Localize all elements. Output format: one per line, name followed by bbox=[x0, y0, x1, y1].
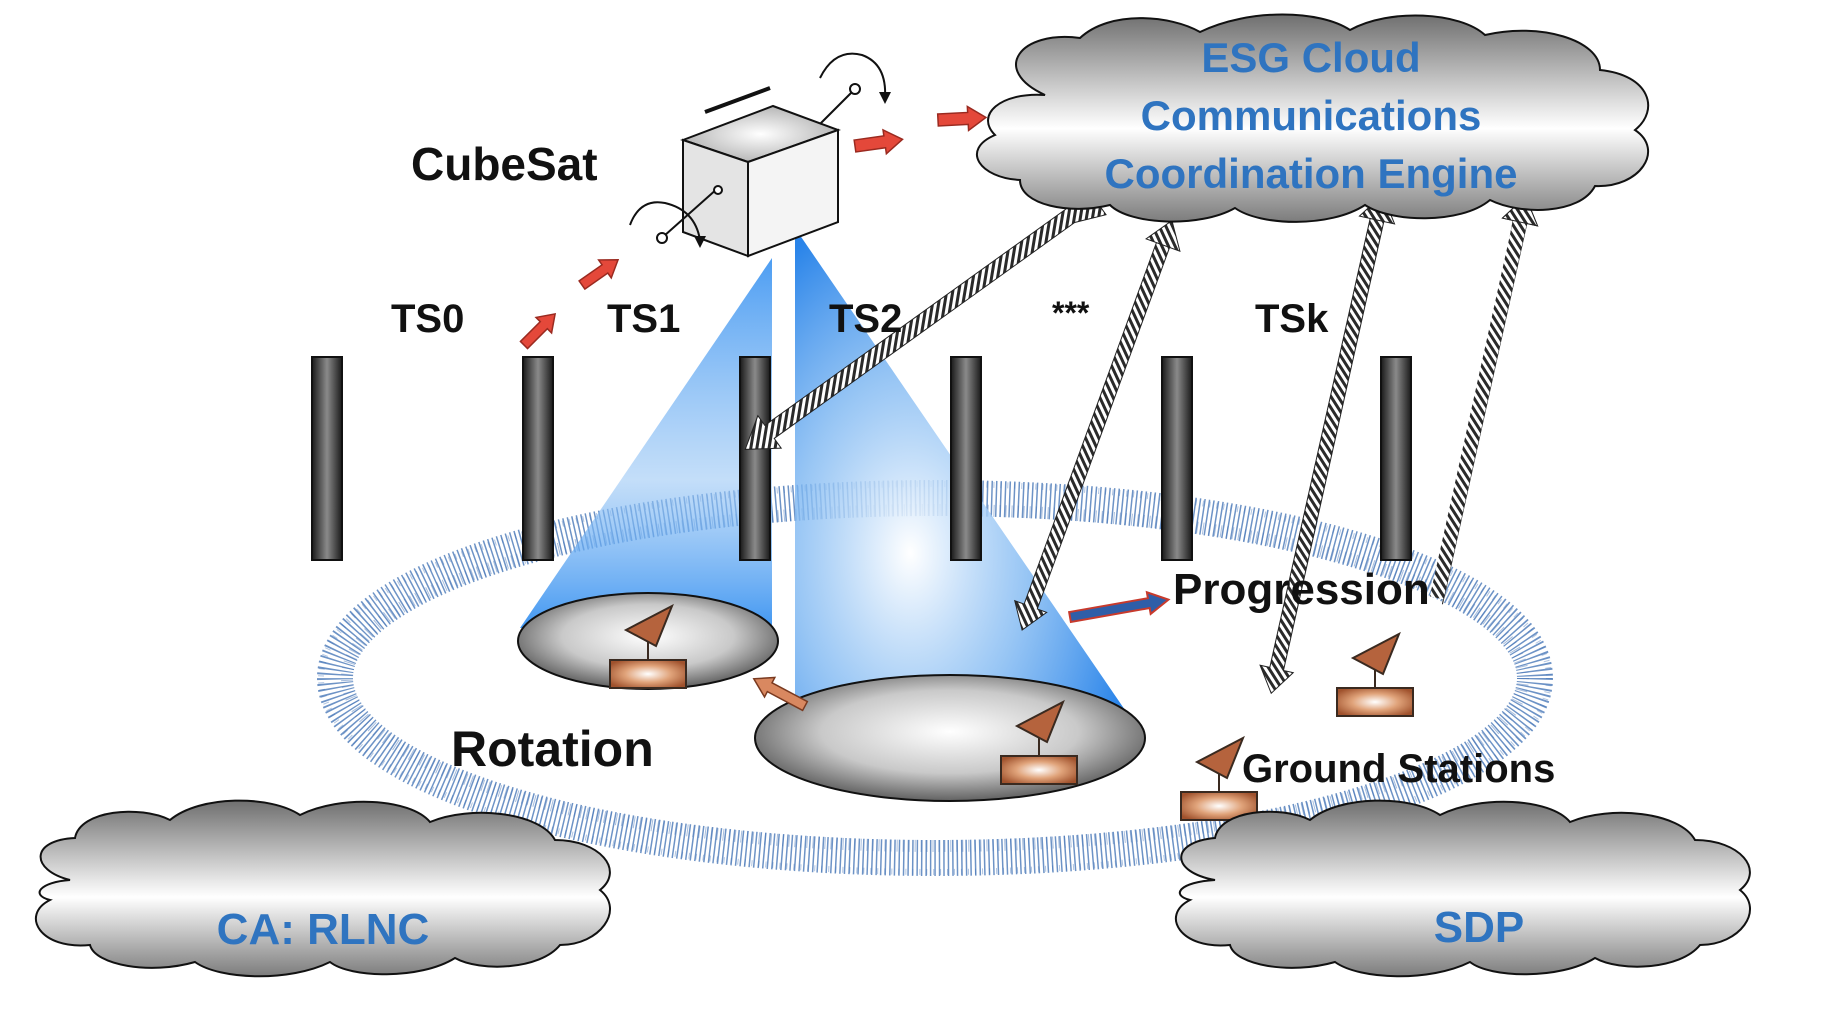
esg-cloud-line1: ESG Cloud bbox=[1201, 34, 1420, 81]
time-slot-label-ts1: TS1 bbox=[607, 297, 680, 341]
progression-arrow bbox=[1067, 590, 1171, 624]
ca-rlnc-label: CA: RLNC bbox=[217, 905, 430, 954]
sdp-cloud-icon bbox=[1174, 799, 1751, 978]
ellipsis-label: *** bbox=[1052, 295, 1090, 331]
time-slot-label-ts2: TS2 bbox=[829, 297, 902, 341]
orbit-arrows bbox=[519, 105, 988, 350]
ca-rlnc-cloud-icon bbox=[34, 799, 611, 978]
esg-cloud-line3: Coordination Engine bbox=[1105, 150, 1518, 197]
sdp-label: SDP bbox=[1434, 903, 1524, 952]
time-slot-label-tsk: TSk bbox=[1255, 297, 1329, 341]
time-slot-bars bbox=[311, 356, 1412, 561]
cubesat-icon bbox=[629, 52, 891, 258]
progression-label: Progression bbox=[1173, 565, 1430, 614]
esg-cloud-line2: Communications bbox=[1141, 92, 1482, 139]
rotation-label: Rotation bbox=[451, 721, 654, 777]
rotation-arrow bbox=[752, 676, 809, 712]
link-arrows bbox=[744, 181, 1539, 695]
cubesat-label: CubeSat bbox=[411, 138, 598, 190]
time-slot-label-ts0: TS0 bbox=[391, 297, 464, 341]
esg-cloud-icon bbox=[975, 13, 1650, 223]
ground-stations-label: Ground Stations bbox=[1242, 747, 1555, 791]
